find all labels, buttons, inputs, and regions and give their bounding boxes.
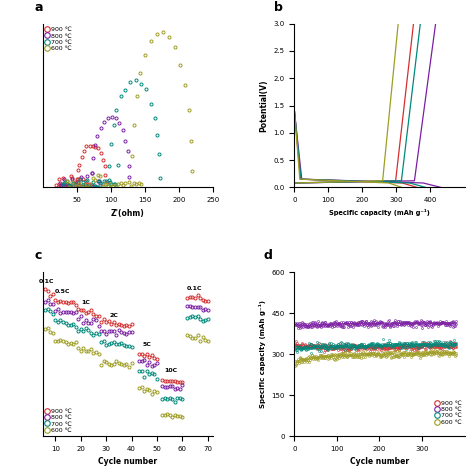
- Text: a: a: [34, 0, 43, 14]
- X-axis label: Cycle number: Cycle number: [98, 457, 157, 466]
- X-axis label: Cycle number: Cycle number: [350, 457, 409, 466]
- Y-axis label: Specific capacity (mAh g⁻¹): Specific capacity (mAh g⁻¹): [259, 300, 265, 408]
- Text: 0.1C: 0.1C: [39, 279, 54, 284]
- Text: b: b: [274, 0, 283, 14]
- Y-axis label: Potential(V): Potential(V): [259, 79, 268, 132]
- Text: c: c: [34, 249, 42, 262]
- X-axis label: Specific capacity (mAh g⁻¹): Specific capacity (mAh g⁻¹): [329, 209, 430, 216]
- Text: d: d: [264, 249, 273, 262]
- Text: 0.1C: 0.1C: [187, 286, 203, 292]
- X-axis label: Z'(ohm): Z'(ohm): [111, 209, 145, 218]
- Legend: 900 ℃, 800 ℃, 700 ℃, 600 ℃: 900 ℃, 800 ℃, 700 ℃, 600 ℃: [46, 409, 72, 433]
- Text: 1C: 1C: [82, 300, 90, 305]
- Text: 2C: 2C: [109, 313, 118, 318]
- Text: 10C: 10C: [164, 368, 177, 373]
- Legend: 900 ℃, 800 ℃, 700 ℃, 600 ℃: 900 ℃, 800 ℃, 700 ℃, 600 ℃: [46, 27, 72, 51]
- Legend: 900 ℃, 800 ℃, 700 ℃, 600 ℃: 900 ℃, 800 ℃, 700 ℃, 600 ℃: [436, 401, 461, 425]
- Text: 0.5C: 0.5C: [55, 290, 71, 294]
- Text: 5C: 5C: [142, 342, 151, 346]
